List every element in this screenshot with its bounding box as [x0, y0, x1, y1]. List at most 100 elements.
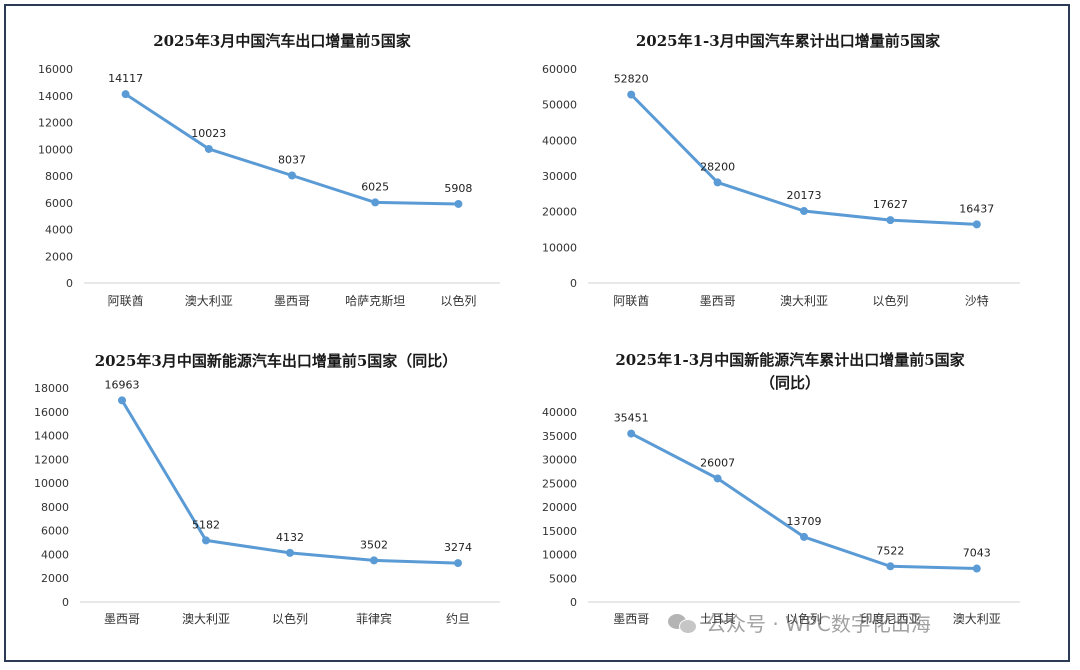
y-tick-label: 2000 — [45, 250, 73, 263]
data-label: 20173 — [787, 189, 822, 202]
series-line — [630, 432, 977, 570]
data-point — [972, 220, 981, 229]
y-tick-label: 10000 — [38, 143, 73, 156]
x-category-label: 以色列 — [786, 612, 822, 626]
chart-title: 2025年1-3月中国新能源汽车累计出口增量前5国家 — [615, 351, 964, 369]
x-category-label: 阿联酋 — [108, 293, 144, 308]
data-point — [972, 564, 981, 573]
data-point — [286, 548, 294, 557]
data-label: 26007 — [700, 456, 735, 469]
y-tick-label: 10000 — [542, 241, 577, 254]
chart-2: 2025年1-3月中国汽车累计出口增量前5国家 0 10000 20000 30000 4… — [542, 32, 1020, 308]
data-point — [713, 178, 722, 187]
data-point — [886, 562, 895, 571]
series-line — [124, 92, 459, 206]
data-point — [288, 171, 296, 180]
data-point — [121, 90, 130, 99]
y-tick-label: 10000 — [34, 477, 69, 490]
y-tick-label: 15000 — [542, 525, 577, 538]
data-label: 5182 — [192, 518, 220, 531]
y-tick-label: 25000 — [542, 477, 577, 490]
data-point — [454, 199, 463, 208]
y-tick-label: 35000 — [542, 430, 577, 443]
chart-4: 2025年1-3月中国新能源汽车累计出口增量前5国家 （同比） 0 5000 10000… — [542, 351, 1020, 626]
data-label: 52820 — [614, 73, 649, 86]
chart-title: 2025年3月中国汽车出口增量前5国家 — [153, 32, 411, 50]
y-tick-label: 20000 — [542, 501, 577, 514]
y-tick-label: 8000 — [41, 501, 69, 514]
y-tick-label: 10000 — [542, 549, 577, 562]
y-tick-label: 50000 — [542, 99, 577, 112]
x-category-label: 以色列 — [272, 612, 308, 626]
x-category-label: 墨西哥 — [613, 612, 649, 626]
y-tick-label: 14000 — [34, 430, 69, 443]
y-tick-label: 16000 — [34, 406, 69, 419]
chart-1: 2025年3月中国汽车出口增量前5国家 0 2000 4000 6000 8000 1000… — [38, 32, 500, 308]
x-category-label: 澳大利亚 — [185, 294, 233, 308]
data-label: 35451 — [614, 412, 649, 425]
y-tick-label: 40000 — [542, 406, 577, 419]
data-label: 10023 — [191, 127, 226, 140]
data-point — [371, 198, 380, 207]
data-label: 17627 — [873, 198, 908, 211]
y-tick-label: 5000 — [549, 572, 577, 585]
data-label: 14117 — [108, 72, 143, 85]
y-tick-label: 20000 — [542, 206, 577, 219]
x-category-label: 以色列 — [440, 294, 476, 308]
y-tick-label: 60000 — [542, 63, 577, 76]
y-tick-label: 4000 — [41, 548, 69, 561]
data-point — [454, 559, 462, 568]
y-tick-label: 18000 — [34, 382, 69, 395]
data-label: 3502 — [360, 538, 388, 551]
y-tick-label: 8000 — [45, 170, 73, 183]
y-tick-label: 0 — [62, 596, 69, 609]
data-point — [627, 429, 636, 438]
data-label: 3274 — [444, 541, 472, 554]
y-tick-label: 14000 — [38, 90, 73, 103]
chart-title: 2025年3月中国新能源汽车出口增量前5国家（同比） — [95, 352, 458, 370]
data-label: 8037 — [278, 154, 306, 167]
chart-3: 2025年3月中国新能源汽车出口增量前5国家（同比） 0 2000 4000 6000 8… — [34, 352, 500, 626]
y-tick-label: 2000 — [41, 572, 69, 585]
y-tick-label: 0 — [66, 277, 73, 290]
x-category-label: 菲律宾 — [356, 611, 392, 626]
data-label: 16963 — [105, 378, 140, 391]
data-point — [370, 556, 378, 565]
chart-frame — [4, 4, 1070, 662]
data-label: 5908 — [444, 182, 472, 195]
data-label: 7522 — [876, 544, 904, 557]
x-category-label: 印度尼西亚 — [860, 611, 920, 626]
data-point — [713, 474, 722, 483]
chart-title: （同比） — [760, 374, 820, 392]
x-category-label: 墨西哥 — [104, 612, 140, 626]
data-label: 6025 — [361, 180, 389, 193]
y-tick-label: 12000 — [34, 453, 69, 466]
data-label: 16437 — [959, 202, 994, 215]
data-point — [800, 532, 808, 541]
data-label: 13709 — [787, 515, 822, 528]
x-category-label: 阿联酋 — [613, 293, 649, 308]
data-point — [627, 90, 636, 99]
data-label: 4132 — [276, 531, 304, 544]
x-category-label: 土耳其 — [700, 612, 736, 626]
x-category-label: 以色列 — [872, 294, 908, 308]
chart-title: 2025年1-3月中国汽车累计出口增量前5国家 — [636, 32, 940, 50]
y-tick-label: 0 — [570, 277, 577, 290]
y-tick-label: 0 — [570, 596, 577, 609]
data-point — [886, 216, 895, 225]
x-category-label: 墨西哥 — [274, 294, 310, 308]
data-point — [800, 207, 808, 216]
data-label: 7043 — [963, 547, 991, 560]
series-line — [630, 93, 977, 226]
data-point — [204, 144, 213, 153]
x-category-label: 沙特 — [965, 293, 989, 308]
x-category-label: 墨西哥 — [700, 294, 736, 308]
data-point — [202, 536, 210, 545]
x-category-label: 哈萨克斯坦 — [345, 294, 405, 308]
x-category-label: 澳大利亚 — [182, 612, 230, 626]
y-tick-label: 40000 — [542, 134, 577, 147]
y-tick-label: 12000 — [38, 117, 73, 130]
x-category-label: 约旦 — [446, 611, 470, 626]
y-tick-label: 6000 — [41, 525, 69, 538]
